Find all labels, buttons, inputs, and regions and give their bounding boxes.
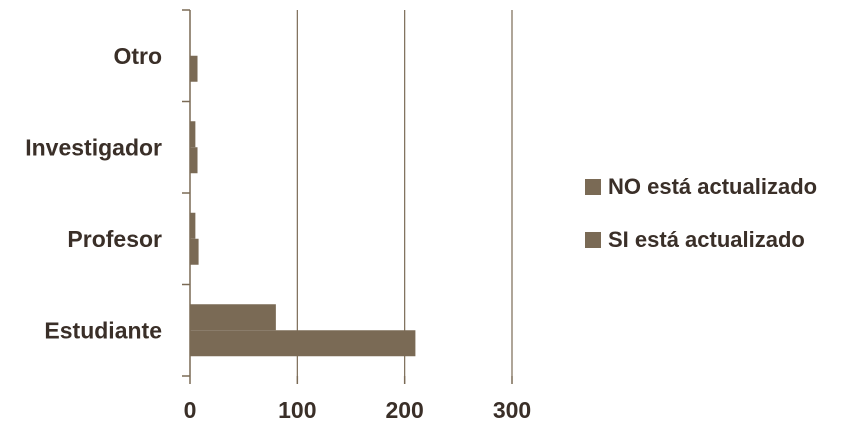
bar-profesor-series-1 bbox=[190, 238, 199, 265]
bar-estudiante-series-1 bbox=[190, 330, 416, 357]
category-label-otro: Otro bbox=[113, 43, 162, 69]
x-tick-label-0: 0 bbox=[184, 397, 197, 423]
bar-investigador-series-0 bbox=[190, 121, 196, 148]
axis-layer bbox=[182, 9, 513, 384]
bar-estudiante-series-0 bbox=[190, 304, 276, 331]
x-tick-label-100: 100 bbox=[278, 397, 316, 423]
labels-layer: Estudiante Profesor Investigador Otro 0 100 20… bbox=[25, 43, 531, 423]
legend: NO está actualizado SI está actualizado bbox=[585, 174, 817, 252]
x-tick-label-300: 300 bbox=[493, 397, 531, 423]
bars-layer bbox=[190, 55, 416, 357]
grid-layer bbox=[296, 10, 513, 376]
x-tick-label-200: 200 bbox=[385, 397, 423, 423]
legend-swatch-0 bbox=[585, 179, 601, 195]
bar-investigador-series-1 bbox=[190, 147, 198, 174]
legend-swatch-1 bbox=[585, 232, 601, 248]
legend-label-0: NO está actualizado bbox=[608, 174, 817, 199]
legend-label-1: SI está actualizado bbox=[608, 227, 805, 252]
category-label-investigador: Investigador bbox=[25, 134, 162, 160]
category-label-estudiante: Estudiante bbox=[44, 317, 162, 343]
bar-profesor-series-0 bbox=[190, 212, 196, 239]
category-label-profesor: Profesor bbox=[67, 226, 162, 252]
bar-otro-series-1 bbox=[190, 55, 198, 82]
